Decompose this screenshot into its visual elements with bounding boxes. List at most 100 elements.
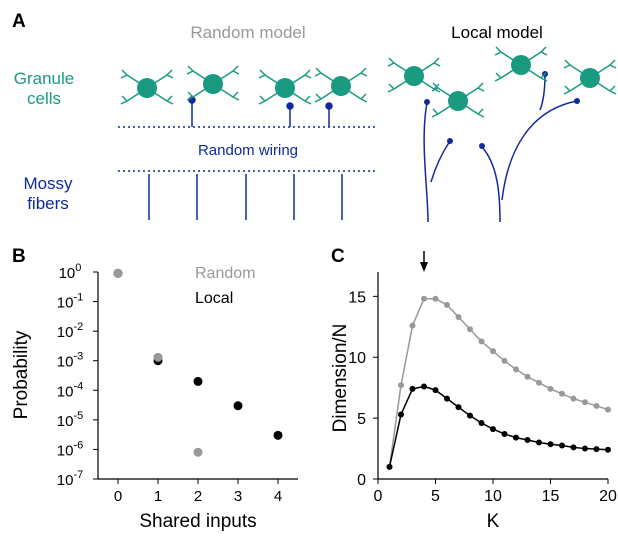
data-point-local <box>432 387 439 394</box>
data-point-local <box>467 412 473 419</box>
granule-cell <box>120 69 174 105</box>
x-tick-label: 1 <box>154 488 162 505</box>
dendrite-claw <box>187 65 194 72</box>
dendrite-claw <box>477 113 485 118</box>
mossy-rosette <box>479 143 485 149</box>
granule-cells <box>120 46 617 118</box>
dendrite-claw <box>609 90 617 95</box>
mossy-fiber-curve <box>501 100 578 201</box>
granule-cell <box>314 67 368 103</box>
data-point-local <box>582 445 588 452</box>
y-tick-label: 10-2 <box>57 321 83 341</box>
mossy-label-line1: Mossy <box>23 174 73 193</box>
data-point-random <box>501 357 508 364</box>
y-tick-label: 100 <box>59 262 82 282</box>
mossy-label-line2: fibers <box>27 194 69 213</box>
x-axis-label: Shared inputs <box>139 511 256 532</box>
dendrite-claw <box>387 62 395 67</box>
local-mossy-rosettes <box>424 71 580 149</box>
data-point-local <box>233 401 243 411</box>
dendrite-claw <box>564 59 571 66</box>
data-point-random <box>113 268 123 278</box>
legend-random: Random <box>195 265 255 282</box>
dendrite-claw <box>495 46 502 53</box>
random-mossy-terminals <box>188 96 333 127</box>
local-mossy-fibers <box>423 73 578 223</box>
dendrite-claw <box>166 74 174 79</box>
dendrite-claw <box>258 74 266 79</box>
y-tick-label: 10-5 <box>57 410 83 430</box>
dendrite-claw <box>121 95 128 102</box>
data-point-random <box>398 382 404 389</box>
y-axis-label: Dimension/N <box>330 324 351 433</box>
data-point-local <box>273 430 283 440</box>
dendrite-claw <box>540 51 548 56</box>
dendrite-claw <box>495 72 502 79</box>
data-point-random <box>582 399 588 406</box>
dendrite-claw <box>540 72 547 79</box>
dendrite-claw <box>432 108 439 115</box>
dendrite-claw <box>563 90 571 95</box>
y-tick-label: 10-7 <box>57 469 83 489</box>
data-point-local <box>490 426 496 433</box>
dendrite-claw <box>166 69 173 76</box>
dendrite-claw <box>121 69 128 76</box>
panel-b-letter: B <box>12 246 26 267</box>
dendrite-claw <box>360 72 368 77</box>
x-tick-label: 3 <box>234 488 242 505</box>
data-point-random <box>559 390 565 397</box>
y-tick-label: 10-1 <box>57 292 83 312</box>
x-tick-label: 5 <box>431 488 440 505</box>
granule-cell <box>431 82 485 118</box>
panel-c-letter: C <box>331 246 345 267</box>
y-tick-label: 0 <box>357 472 366 489</box>
granule-soma <box>448 91 468 111</box>
dendrite-claw <box>540 77 548 82</box>
dendrite-claw <box>186 96 194 101</box>
local-model-title: Local model <box>451 23 543 42</box>
dendrite-claw <box>314 72 322 77</box>
dendrite-claw <box>360 98 368 103</box>
granule-cell <box>494 46 548 82</box>
dendrite-claw <box>540 46 547 53</box>
data-point-local <box>478 419 485 426</box>
data-point-local <box>593 446 600 453</box>
dendrite-claw <box>477 87 485 92</box>
mossy-rosette <box>447 138 453 144</box>
data-point-local <box>444 395 450 402</box>
data-point-random <box>490 348 496 355</box>
peak-arrow-head <box>420 262 428 272</box>
dendrite-claw <box>259 69 266 76</box>
dendrite-claw <box>166 100 174 105</box>
granule-cell <box>186 65 240 101</box>
granule-soma <box>511 55 531 75</box>
data-point-random <box>432 295 439 302</box>
x-tick-label: 0 <box>114 488 122 505</box>
dendrite-claw <box>388 57 395 64</box>
dendrite-claw <box>166 95 173 102</box>
data-point-random <box>513 366 519 373</box>
y-axis-label: Probability <box>11 330 32 419</box>
panel-a-letter: A <box>12 11 26 32</box>
random-wiring-label: Random wiring <box>198 142 298 159</box>
dendrite-claw <box>609 85 616 92</box>
dendrite-claw <box>304 100 312 105</box>
x-tick-label: 4 <box>274 488 282 505</box>
dendrite-claw <box>304 69 311 76</box>
data-point-local <box>501 430 508 437</box>
data-point-random <box>593 402 600 409</box>
data-point-random <box>547 385 554 392</box>
mossy-rosette <box>286 102 294 110</box>
data-point-local <box>605 446 611 453</box>
dendrite-claw <box>609 59 616 66</box>
dendrite-claw <box>387 88 395 93</box>
data-point-random <box>467 326 473 333</box>
mossy-fiber-curve <box>423 102 429 223</box>
dendrite-claw <box>120 74 128 79</box>
dendrite-claw <box>315 93 322 100</box>
data-point-local <box>513 434 519 441</box>
granule-label-line2: cells <box>27 89 61 108</box>
granule-label-line1: Granule <box>14 69 74 88</box>
mossy-rosette <box>574 98 580 104</box>
